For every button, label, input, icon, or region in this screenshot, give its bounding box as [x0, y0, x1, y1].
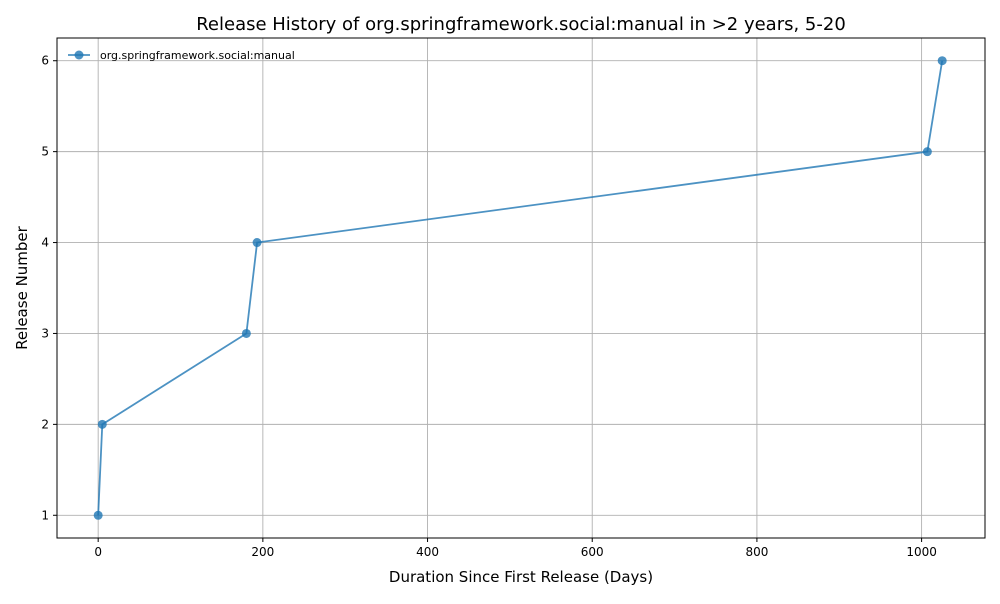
x-tick-label: 800: [745, 545, 768, 559]
y-tick-label: 5: [41, 145, 49, 159]
data-point: [93, 510, 103, 520]
data-point: [241, 328, 251, 338]
x-tick-label: 1000: [906, 545, 937, 559]
x-tick-label: 0: [94, 545, 102, 559]
data-point: [252, 238, 262, 248]
series-line: [97, 60, 944, 516]
y-tick-label: 6: [41, 54, 49, 68]
grid: [57, 38, 985, 538]
y-tick-label: 2: [41, 417, 49, 431]
x-tick-label: 600: [581, 545, 604, 559]
data-point: [937, 56, 947, 66]
y-tick-label: 4: [41, 236, 49, 250]
y-axis-ticks: 1 2 3 4 5 6: [41, 54, 57, 522]
y-axis-label: Release Number: [13, 225, 31, 349]
chart-title: Release History of org.springframework.s…: [196, 14, 846, 35]
x-axis-label: Duration Since First Release (Days): [389, 568, 653, 586]
legend: org.springframework.social:manual: [68, 49, 295, 62]
plot-frame: [56, 37, 986, 539]
data-point: [97, 419, 107, 429]
x-tick-label: 200: [251, 545, 274, 559]
y-tick-label: 3: [41, 326, 49, 340]
series-layer: [93, 56, 947, 520]
legend-label: org.springframework.social:manual: [100, 49, 295, 62]
x-tick-label: 400: [416, 545, 439, 559]
x-axis-ticks: 0 200 400 600 800 1000: [94, 538, 937, 559]
legend-marker: [74, 50, 84, 60]
y-tick-label: 1: [41, 508, 49, 522]
data-point: [922, 147, 932, 157]
